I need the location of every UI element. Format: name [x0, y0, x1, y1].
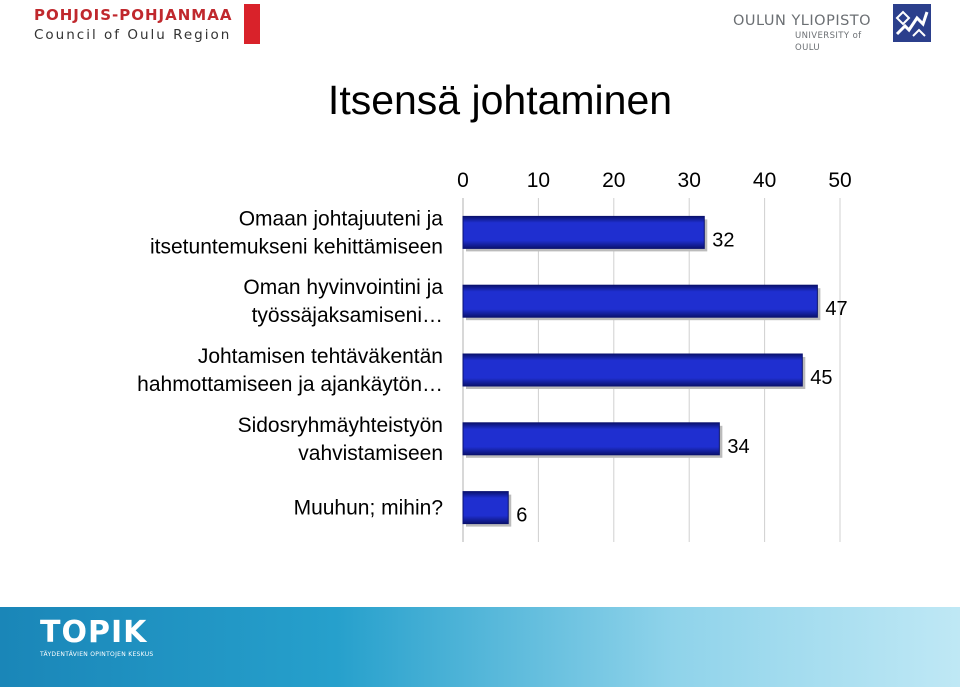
council-logo-name: POHJOIS-POHJANMAA — [34, 6, 233, 24]
university-logo-name: OULUN YLIOPISTO — [733, 13, 872, 29]
topik-logo: TOPIK TÄYDENTÄVIEN OPINTOJEN KESKUS — [40, 616, 160, 666]
x-tick-label: 0 — [457, 169, 469, 192]
bar — [462, 215, 705, 249]
x-tick-label: 30 — [678, 169, 701, 192]
data-label: 45 — [810, 367, 832, 389]
bar — [462, 422, 720, 456]
category-label: hahmottamiseen ja ajankäytön… — [137, 373, 443, 396]
data-label: 6 — [516, 505, 527, 527]
university-emblem-icon — [893, 4, 931, 42]
category-label: Oman hyvinvointini ja — [243, 276, 443, 299]
topik-brand: TOPIK — [40, 615, 148, 650]
data-label: 32 — [712, 229, 734, 251]
topik-subtitle: TÄYDENTÄVIEN OPINTOJEN KESKUS — [40, 651, 154, 658]
bar — [462, 491, 509, 525]
x-tick-label: 10 — [527, 169, 550, 192]
category-label: Sidosryhmäyhteistyön — [238, 414, 443, 437]
footer-band — [0, 607, 960, 687]
data-label: 34 — [727, 436, 749, 458]
x-tick-label: 50 — [828, 169, 851, 192]
category-label: vahvistamiseen — [298, 442, 443, 465]
x-tick-label: 20 — [602, 169, 625, 192]
data-label: 47 — [825, 298, 847, 320]
chart-title: Itsensä johtaminen — [327, 77, 673, 123]
council-logo-subtitle: Council of Oulu Region — [34, 27, 232, 43]
category-label: työssäjaksamiseni… — [252, 304, 443, 327]
council-logo-red-bar — [244, 4, 260, 44]
x-tick-label: 40 — [753, 169, 776, 192]
category-label: Omaan johtajuuteni ja — [239, 207, 444, 230]
category-label: Johtamisen tehtäväkentän — [198, 345, 443, 368]
category-label: Muuhun; mihin? — [294, 497, 443, 520]
university-logo-subtitle: UNIVERSITY of OULU — [795, 31, 862, 53]
bar — [462, 284, 818, 318]
bar — [462, 353, 803, 387]
category-label: itsetuntemukseni kehittämiseen — [150, 235, 443, 258]
council-logo: POHJOIS-POHJANMAA Council of Oulu Region — [34, 6, 264, 46]
university-logo: OULUN YLIOPISTO UNIVERSITY of OULU — [733, 12, 885, 53]
bar-chart: 0 10 20 30 40 50 32 Omaan johtajuuteni ja itsetu… — [137, 169, 852, 542]
